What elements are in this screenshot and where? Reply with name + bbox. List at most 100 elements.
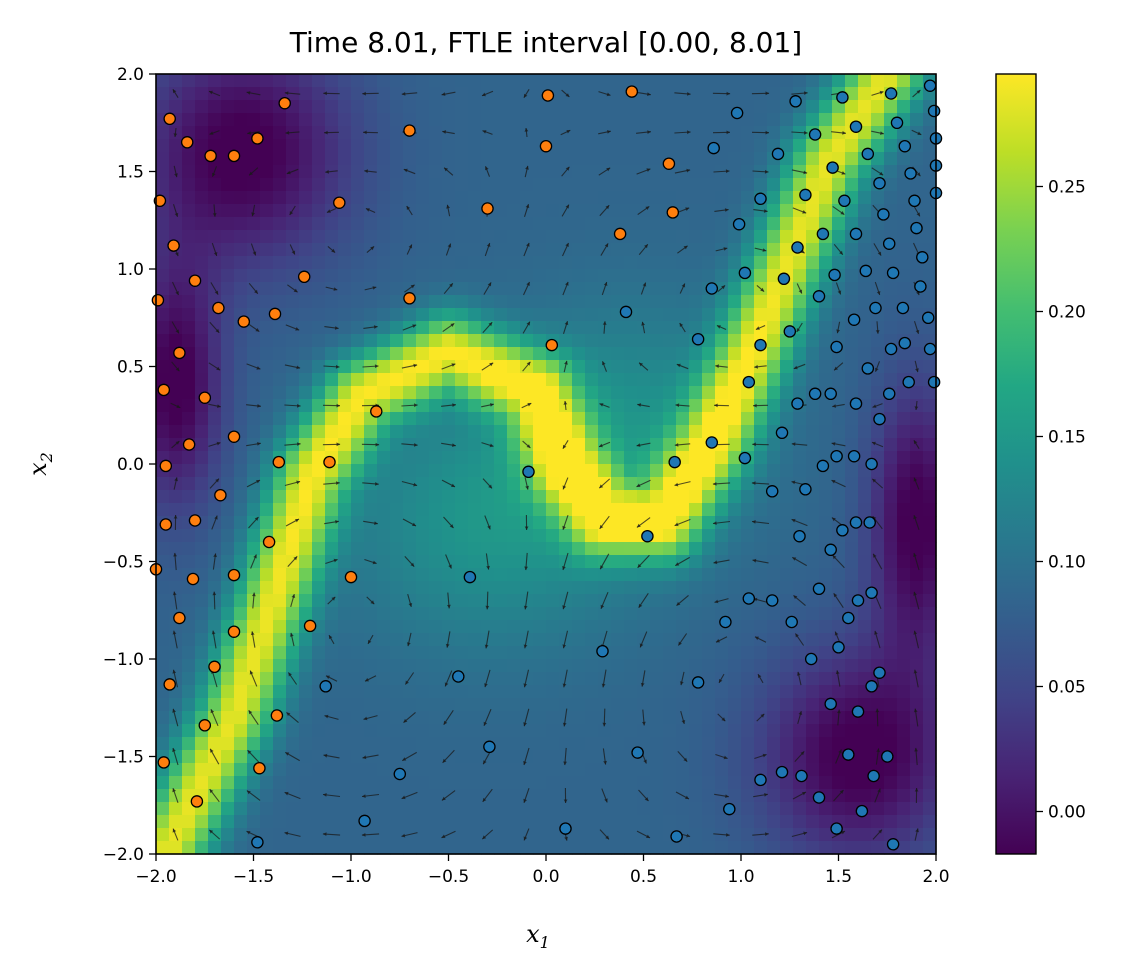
heatmap-cell — [897, 347, 911, 361]
heatmap-cell — [702, 256, 716, 270]
heatmap-cell — [572, 230, 586, 244]
quiver-arrow-head — [291, 594, 296, 598]
heatmap-cell — [286, 152, 300, 166]
heatmap-cell — [884, 477, 898, 491]
heatmap-cell — [299, 165, 313, 179]
heatmap-cell — [299, 191, 313, 205]
heatmap-cell — [507, 698, 521, 712]
blue-particle — [358, 814, 371, 828]
heatmap-cell — [416, 269, 430, 283]
heatmap-cell — [663, 529, 677, 543]
heatmap-cell — [806, 776, 820, 790]
heatmap-cell — [585, 321, 599, 335]
heatmap-cell — [715, 542, 729, 556]
blue-particle — [812, 290, 826, 303]
heatmap-cell — [663, 607, 677, 621]
heatmap-cell — [650, 74, 664, 88]
heatmap-cell — [923, 217, 937, 231]
heatmap-cell — [702, 516, 716, 530]
heatmap-cell — [325, 841, 339, 855]
heatmap-cell — [364, 607, 378, 621]
heatmap-cell — [780, 568, 794, 582]
heatmap-cell — [689, 451, 703, 465]
heatmap-cell — [637, 776, 651, 790]
heatmap-cell — [442, 386, 456, 400]
heatmap-cell — [728, 295, 742, 309]
heatmap-cell — [468, 360, 482, 374]
heatmap-cell — [572, 529, 586, 543]
heatmap-cell — [260, 750, 274, 764]
heatmap-cell — [416, 594, 430, 608]
heatmap-cell — [663, 256, 677, 270]
quiver-arrow-head — [256, 366, 261, 370]
heatmap-cell — [702, 477, 716, 491]
heatmap-cell — [806, 568, 820, 582]
quiver-arrow-head — [173, 515, 178, 519]
heatmap-cell — [312, 646, 326, 660]
heatmap-cell — [546, 113, 560, 127]
heatmap-cell — [767, 516, 781, 530]
heatmap-cell — [585, 659, 599, 673]
heatmap-cell — [650, 165, 664, 179]
heatmap-cell — [611, 282, 625, 296]
heatmap-cell — [507, 516, 521, 530]
quiver-arrow-head — [913, 553, 917, 557]
quiver-arrow-head — [173, 133, 178, 137]
heatmap-cell — [286, 217, 300, 231]
heatmap-cell — [611, 256, 625, 270]
quiver-arrow-head — [484, 683, 488, 688]
heatmap-cell — [715, 191, 729, 205]
heatmap-cell — [247, 152, 261, 166]
heatmap-cell — [507, 464, 521, 478]
blue-particle — [828, 268, 841, 282]
heatmap-cell — [650, 334, 664, 348]
heatmap-cell — [351, 204, 365, 218]
heatmap-cell — [624, 789, 638, 803]
heatmap-cell — [221, 74, 235, 88]
heatmap-cell — [910, 802, 924, 816]
heatmap-cell — [702, 373, 716, 387]
heatmap-cell — [624, 828, 638, 842]
heatmap-cell — [494, 802, 508, 816]
x-tick-label: −1.5 — [233, 867, 274, 887]
heatmap-cell — [494, 165, 508, 179]
heatmap-cell — [715, 113, 729, 127]
heatmap-cell — [624, 295, 638, 309]
heatmap-cell — [728, 178, 742, 192]
heatmap-cell — [689, 217, 703, 231]
heatmap-cell — [351, 438, 365, 452]
heatmap-cell — [182, 490, 196, 504]
heatmap-cell — [468, 139, 482, 153]
heatmap-cell — [871, 802, 885, 816]
heatmap-cell — [897, 529, 911, 543]
heatmap-cell — [637, 464, 651, 478]
quiver-arrow-head — [443, 720, 448, 725]
x-tick-label: 0.5 — [630, 867, 657, 887]
heatmap-cell — [624, 438, 638, 452]
heatmap-cell — [715, 269, 729, 283]
heatmap-cell — [377, 178, 391, 192]
heatmap-cell — [884, 412, 898, 426]
heatmap-cell — [442, 425, 456, 439]
heatmap-cell — [676, 308, 690, 322]
quiver-arrow-head — [674, 522, 679, 527]
heatmap-cell — [832, 776, 846, 790]
quiver-arrow-head — [641, 321, 645, 326]
heatmap-cell — [364, 529, 378, 543]
heatmap-cell — [702, 672, 716, 686]
heatmap-cell — [481, 620, 495, 634]
heatmap-cell — [494, 594, 508, 608]
heatmap-cell — [624, 373, 638, 387]
heatmap-cell — [351, 724, 365, 738]
heatmap-cell — [429, 282, 443, 296]
heatmap-cell — [611, 334, 625, 348]
heatmap-cell — [299, 412, 313, 426]
heatmap-cell — [169, 451, 183, 465]
heatmap-cell — [572, 243, 586, 257]
heatmap-cell — [338, 308, 352, 322]
heatmap-cell — [156, 87, 170, 101]
heatmap-cell — [728, 87, 742, 101]
heatmap-cell — [403, 802, 417, 816]
x-tick-label: 1.5 — [825, 867, 852, 887]
heatmap-cell — [572, 698, 586, 712]
